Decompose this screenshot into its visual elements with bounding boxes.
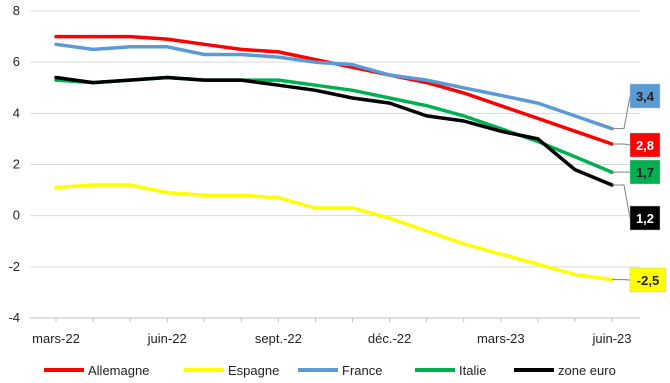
grid-lines (30, 10, 640, 319)
x-tick-label: déc.-22 (368, 331, 411, 346)
end-labels: 2,8 -2,5 3,4 1,7 1,2 (612, 83, 667, 293)
series-line-zone-euro (54, 75, 614, 187)
end-label-leader (612, 184, 631, 219)
end-label-box (629, 159, 661, 185)
end-label-leader (612, 95, 631, 130)
y-tick-label: 0 (13, 208, 20, 223)
end-label-value: 2,8 (636, 138, 654, 153)
y-axis: -4 -2 0 2 4 6 8 (8, 3, 20, 325)
y-tick-label: 4 (13, 105, 20, 120)
end-label-box (629, 132, 661, 158)
legend: Allemagne Espagne France Italie zone euro (44, 363, 616, 378)
end-label-box (629, 205, 661, 231)
legend-label: zone euro (558, 363, 616, 378)
x-tick-label: juin-23 (591, 331, 631, 346)
legend-label: Italie (459, 363, 486, 378)
y-tick-label: -4 (8, 310, 20, 325)
end-label-box (629, 267, 667, 293)
y-tick-label: 6 (13, 54, 20, 69)
legend-label: Allemagne (88, 363, 149, 378)
end-label-value: 1,2 (636, 211, 654, 226)
end-label-leader (612, 143, 631, 146)
y-tick-label: -2 (8, 259, 20, 274)
legend-label: France (342, 363, 382, 378)
y-tick-label: 8 (13, 3, 20, 18)
series-line-espagne (54, 183, 614, 282)
series-lines (54, 34, 614, 282)
series-line-allemagne (54, 34, 614, 146)
x-tick-label: mars-22 (32, 331, 80, 346)
series-line-italie (54, 75, 614, 174)
x-tick-label: mars-23 (477, 331, 525, 346)
x-tick-label: juin-22 (147, 331, 187, 346)
end-label-value: -2,5 (637, 273, 659, 288)
series-line-france (54, 42, 614, 131)
end-label-value: 3,4 (636, 89, 655, 104)
legend-label: Espagne (228, 363, 279, 378)
x-axis: mars-22 juin-22 sept.-22 déc.-22 mars-23 juin… (30, 317, 640, 346)
y-tick-label: 2 (13, 157, 20, 172)
end-label-value: 1,7 (636, 165, 654, 180)
end-label-box (629, 83, 661, 109)
x-tick-label: sept.-22 (255, 331, 302, 346)
